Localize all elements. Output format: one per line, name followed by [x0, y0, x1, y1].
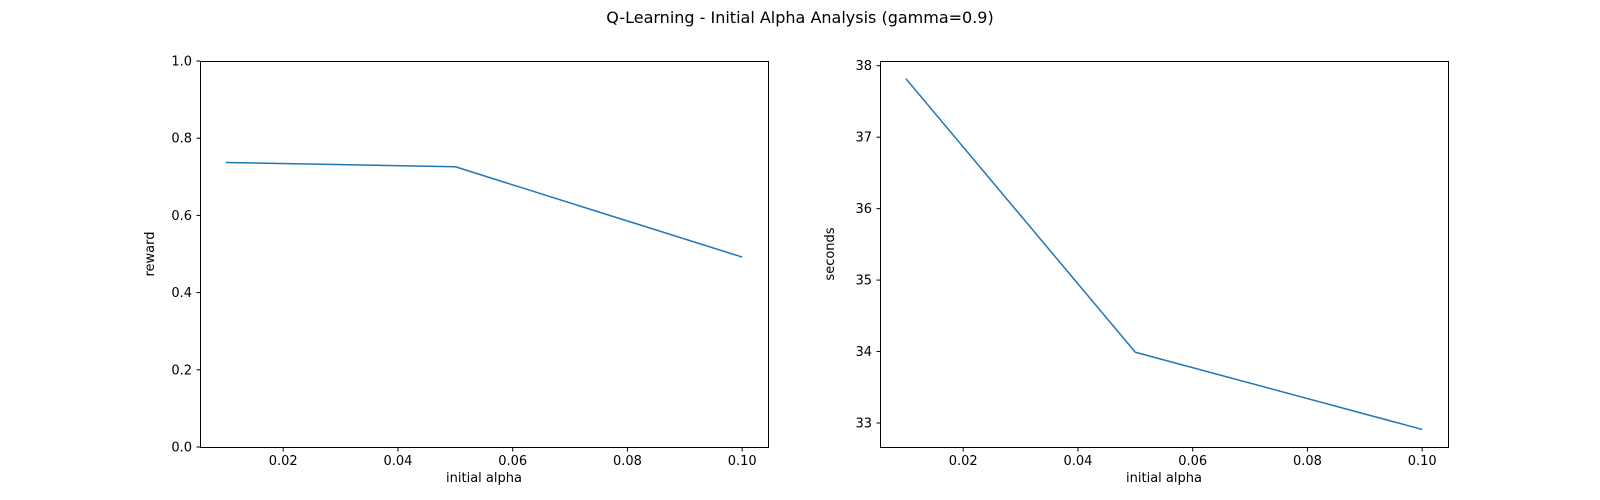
y-tick-label: 0.2 — [171, 363, 192, 378]
y-tick-label: 38 — [855, 59, 872, 74]
x-axis-label: initial alpha — [446, 471, 522, 486]
y-axis-label: seconds — [823, 227, 838, 280]
y-tick-label: 0.8 — [171, 132, 192, 147]
y-tick-label: 36 — [855, 202, 872, 217]
x-tick-label: 0.08 — [613, 454, 642, 469]
x-tick-label: 0.04 — [383, 454, 412, 469]
y-tick-label: 33 — [855, 416, 872, 431]
x-tick-label: 0.08 — [1293, 454, 1322, 469]
x-tick-label: 0.04 — [1063, 454, 1092, 469]
axes-frame — [200, 61, 769, 448]
x-tick-label: 0.06 — [498, 454, 527, 469]
series-line — [905, 78, 1423, 431]
y-axis-label: reward — [143, 231, 158, 276]
x-tick-label: 0.10 — [728, 454, 757, 469]
y-tick-label: 0.4 — [171, 286, 192, 301]
x-tick-label: 0.06 — [1178, 454, 1207, 469]
seconds-chart: 0.02 0.04 0.06 0.08 0.10 33 34 35 36 37 38 initial … — [823, 59, 1449, 486]
y-tick-label: 34 — [855, 345, 872, 360]
axes-frame — [880, 61, 1449, 448]
y-tick-label: 0.0 — [171, 441, 192, 456]
x-tick-label: 0.10 — [1408, 454, 1437, 469]
x-axis-label: initial alpha — [1126, 471, 1202, 486]
y-tick-label: 1.0 — [171, 55, 192, 70]
series-line — [225, 161, 743, 258]
figure-title: Q-Learning - Initial Alpha Analysis (gam… — [606, 8, 993, 27]
y-tick-label: 37 — [855, 131, 872, 146]
x-tick-label: 0.02 — [269, 454, 298, 469]
y-tick-label: 35 — [855, 274, 872, 289]
x-tick-label: 0.02 — [949, 454, 978, 469]
reward-chart: 0.02 0.04 0.06 0.08 0.10 0.0 0.2 0.4 0.6 0.8 1.0 in… — [143, 55, 769, 486]
y-tick-label: 0.6 — [171, 209, 192, 224]
